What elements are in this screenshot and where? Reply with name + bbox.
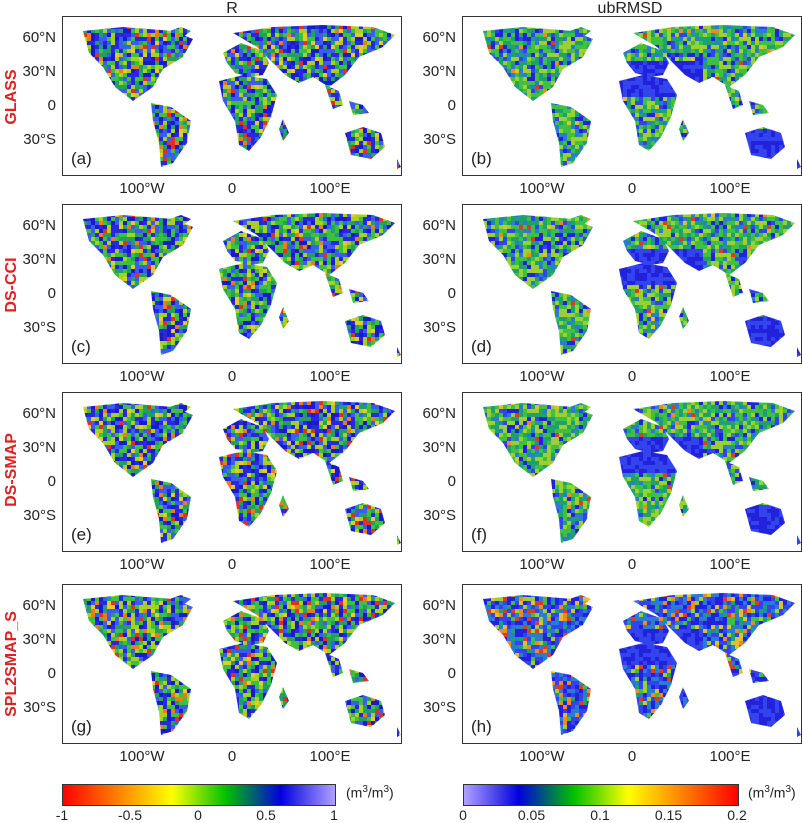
lat-label: 60°N — [410, 597, 456, 614]
panel-tag: (f) — [471, 525, 487, 545]
map-panel-c: (c) — [62, 204, 402, 364]
lat-label: 0 — [10, 473, 56, 490]
lat-label: 30°S — [410, 319, 456, 336]
lat-label: 30°N — [410, 63, 456, 80]
lat-label: 60°N — [10, 597, 56, 614]
colorbar-tick-label: -1 — [42, 807, 82, 823]
lon-label: 100°W — [507, 180, 577, 197]
lat-label: 60°N — [410, 405, 456, 422]
lat-label: 0 — [10, 665, 56, 682]
lat-label: 30°N — [410, 439, 456, 456]
world-map — [83, 593, 401, 737]
lon-label: 100°E — [295, 368, 365, 385]
lon-label: 0 — [597, 556, 667, 573]
lat-label: 30°S — [10, 131, 56, 148]
lat-label: 30°N — [410, 251, 456, 268]
colorbar-r-unit: (m3/m3) — [346, 784, 394, 801]
map-panel-h: (h) — [462, 584, 802, 744]
world-map — [483, 25, 801, 169]
colorbar-tick-label: 0.1 — [580, 807, 620, 823]
lon-label: 100°W — [107, 180, 177, 197]
lat-label: 30°S — [10, 319, 56, 336]
panel-tag: (e) — [71, 525, 92, 545]
colorbar-tick-label: 1 — [314, 807, 354, 823]
world-map — [483, 593, 801, 737]
lon-label: 0 — [197, 748, 267, 765]
colorbar-r — [62, 784, 336, 806]
panel-tag: (b) — [471, 149, 492, 169]
column-title-ubrmsd: ubRMSD — [460, 0, 800, 18]
lon-label: 100°E — [295, 748, 365, 765]
colorbar-tick-label: 0 — [178, 807, 218, 823]
lon-label: 100°E — [695, 748, 765, 765]
lon-label: 100°E — [695, 180, 765, 197]
column-title-r: R — [62, 0, 402, 18]
world-map — [483, 401, 801, 545]
map-panel-g: (g) — [62, 584, 402, 744]
world-map — [83, 25, 401, 169]
lon-label: 100°E — [695, 556, 765, 573]
lon-label: 0 — [197, 368, 267, 385]
lon-label: 100°E — [295, 180, 365, 197]
map-panel-e: (e) — [62, 392, 402, 552]
lon-label: 0 — [197, 556, 267, 573]
world-map — [83, 213, 401, 357]
lat-label: 30°S — [410, 699, 456, 716]
map-panel-b: (b) — [462, 16, 802, 176]
colorbar-tick-label: 0.15 — [649, 807, 689, 823]
lat-label: 30°S — [410, 507, 456, 524]
map-panel-d: (d) — [462, 204, 802, 364]
lat-label: 0 — [410, 97, 456, 114]
lon-label: 100°W — [507, 748, 577, 765]
lon-label: 0 — [597, 368, 667, 385]
lat-label: 30°N — [10, 251, 56, 268]
lon-label: 100°W — [107, 556, 177, 573]
panel-tag: (h) — [471, 717, 492, 737]
colorbar-ubrmsd — [463, 784, 739, 806]
lat-label: 30°N — [10, 63, 56, 80]
lat-label: 60°N — [410, 29, 456, 46]
lon-label: 100°W — [507, 556, 577, 573]
lon-label: 0 — [597, 748, 667, 765]
lon-label: 0 — [197, 180, 267, 197]
colorbar-tick-label: -0.5 — [110, 807, 150, 823]
lat-label: 0 — [410, 473, 456, 490]
colorbar-tick-label: 0.5 — [246, 807, 286, 823]
lon-label: 100°E — [695, 368, 765, 385]
map-panel-f: (f) — [462, 392, 802, 552]
panel-tag: (d) — [471, 337, 492, 357]
lon-label: 0 — [597, 180, 667, 197]
lon-label: 100°W — [107, 748, 177, 765]
lat-label: 30°N — [10, 631, 56, 648]
lon-label: 100°W — [507, 368, 577, 385]
lon-label: 100°W — [107, 368, 177, 385]
lat-label: 60°N — [10, 405, 56, 422]
lat-label: 30°N — [410, 631, 456, 648]
panel-tag: (g) — [71, 717, 92, 737]
lat-label: 30°S — [10, 699, 56, 716]
lat-label: 0 — [10, 97, 56, 114]
colorbar-tick-label: 0.2 — [717, 807, 757, 823]
world-map — [483, 213, 801, 357]
colorbar-tick-label: 0.05 — [512, 807, 552, 823]
lat-label: 60°N — [410, 217, 456, 234]
lat-label: 30°S — [410, 131, 456, 148]
lat-label: 30°S — [10, 507, 56, 524]
panel-tag: (a) — [71, 149, 92, 169]
map-panel-a: (a) — [62, 16, 402, 176]
colorbar-tick-label: 0 — [443, 807, 483, 823]
colorbar-ubrmsd-unit: (m3/m3) — [748, 784, 796, 801]
panel-tag: (c) — [71, 337, 91, 357]
lat-label: 30°N — [10, 439, 56, 456]
lat-label: 60°N — [10, 217, 56, 234]
lat-label: 60°N — [10, 29, 56, 46]
lat-label: 0 — [410, 665, 456, 682]
world-map — [83, 401, 401, 545]
lon-label: 100°E — [295, 556, 365, 573]
lat-label: 0 — [410, 285, 456, 302]
lat-label: 0 — [10, 285, 56, 302]
